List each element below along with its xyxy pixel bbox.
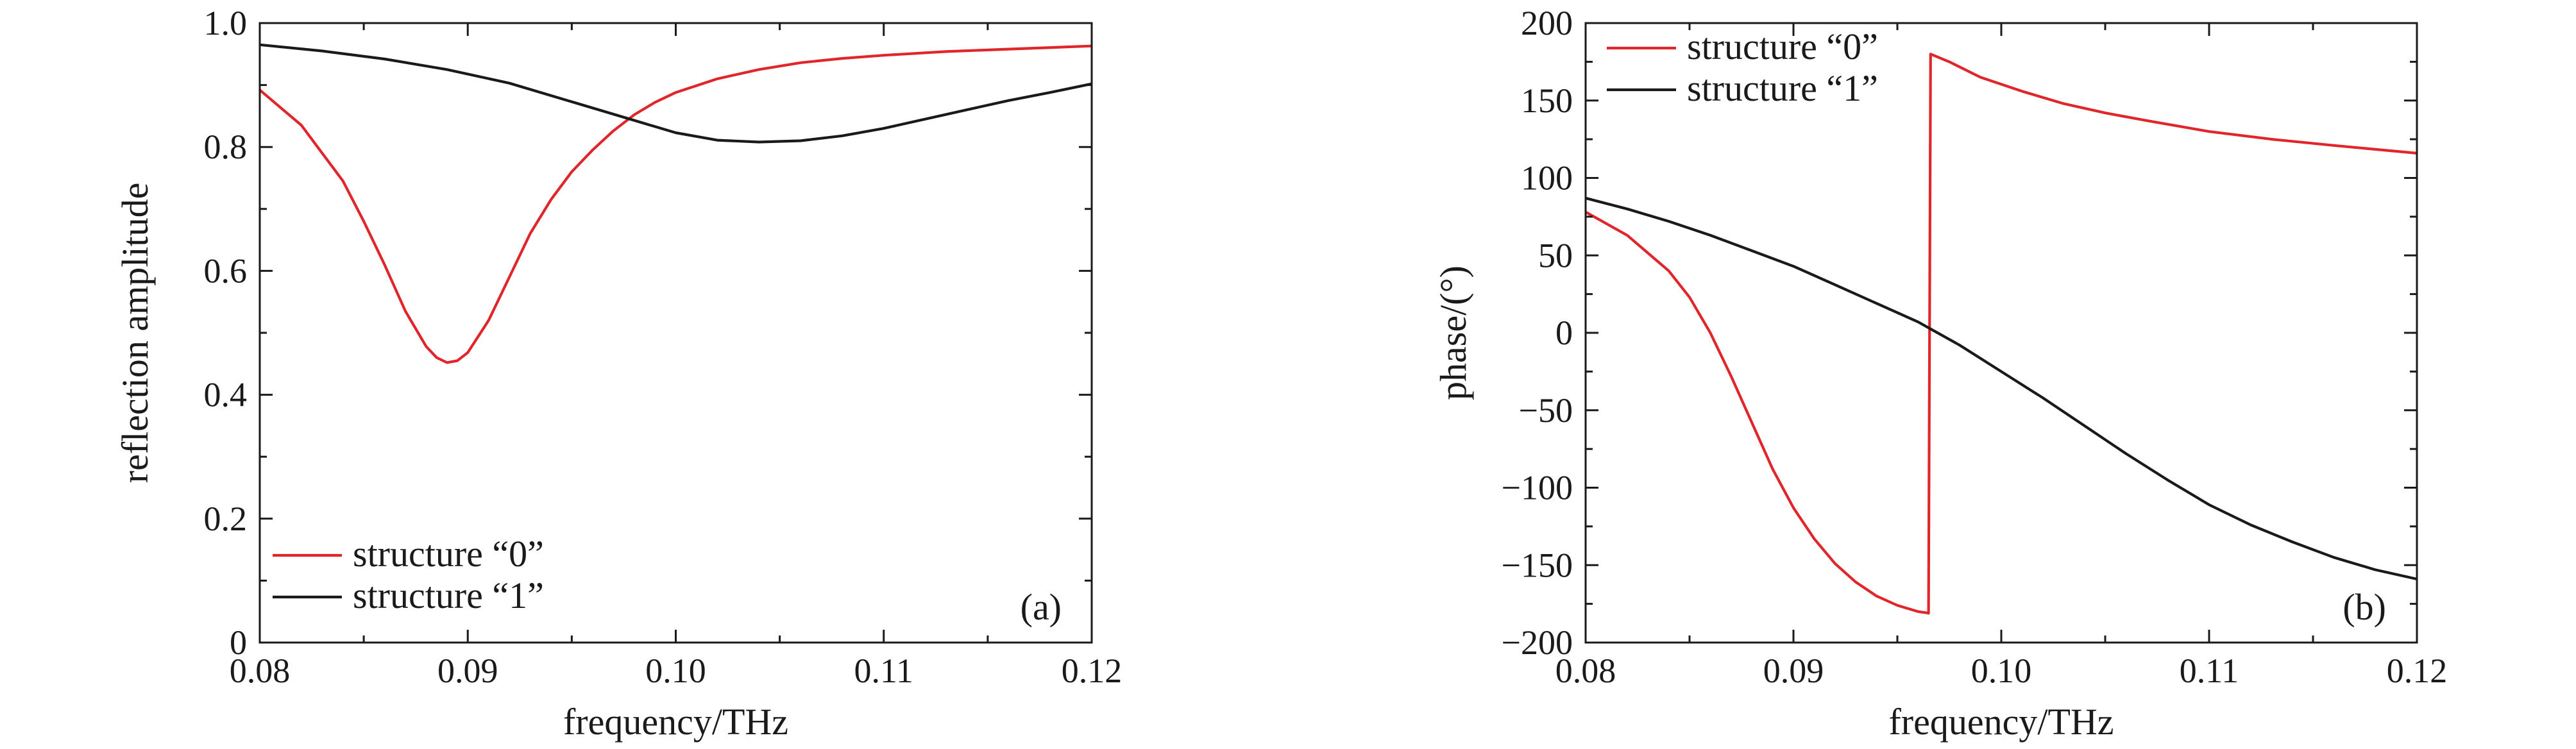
panel-b-series-0-line-seg-0: [1586, 210, 1930, 615]
panel-b-y-tick-label-7: 150: [1521, 81, 1573, 120]
panel-b-series-0-line-seg-1: [1927, 53, 2417, 615]
panel-b-y-axis-title: phase/(°): [1432, 265, 1474, 400]
panel-b-y-tick-label-1: −150: [1502, 546, 1573, 584]
panel-b-y-tick-label-3: −50: [1519, 391, 1573, 430]
panel-b-x-tick-label-4: 0.12: [2387, 652, 2448, 690]
panel-a-x-tick-label-4: 0.12: [1062, 652, 1123, 690]
panel-b-series-group: [1586, 53, 2417, 615]
panel-a-x-tick-label-3: 0.11: [854, 652, 914, 690]
panel-b-label: (b): [2343, 586, 2386, 628]
panel-a-y-tick-label-1: 0.2: [204, 500, 248, 538]
panel-b-y-tick-label-6: 100: [1521, 159, 1573, 198]
panel-b-y-tick-label-0: −200: [1502, 623, 1573, 662]
panel-b-legend-label-1: structure “1”: [1687, 67, 1878, 109]
panel-b: phase/(°) frequency/THz (b) structure “0…: [1432, 4, 2447, 743]
panel-b-legend-label-0: structure “0”: [1687, 26, 1878, 67]
panel-b-x-tick-label-0: 0.08: [1555, 652, 1616, 690]
panel-b-y-tick-label-8: 200: [1521, 4, 1573, 42]
panel-a-y-tick-label-2: 0.4: [204, 376, 248, 414]
panel-b-y-tick-label-2: −100: [1502, 469, 1573, 507]
panel-b-x-tick-label-3: 0.11: [2180, 652, 2239, 690]
panel-a-label: (a): [1021, 586, 1062, 628]
panel-a-series-group: [260, 43, 1092, 364]
panel-a-x-tick-label-0: 0.08: [230, 652, 291, 690]
panel-a-series-1-line: [260, 43, 1092, 144]
panel-a-legend-label-0: structure “0”: [353, 533, 544, 575]
panel-b-x-tick-label-2: 0.10: [1971, 652, 2032, 690]
panel-a-y-tick-label-4: 0.8: [204, 128, 248, 166]
panel-b-y-tick-label-4: 0: [1555, 314, 1573, 352]
panel-a-x-tick-label-1: 0.09: [437, 652, 498, 690]
panel-b-series-1-line: [1586, 196, 2417, 581]
panel-a-x-axis-title: frequency/THz: [563, 701, 788, 743]
panel-b-x-axis-title: frequency/THz: [1888, 701, 2114, 743]
panel-b-y-tick-label-5: 50: [1538, 236, 1573, 274]
panel-a-legend-label-1: structure “1”: [353, 575, 544, 616]
panel-b-x-tick-label-1: 0.09: [1763, 652, 1824, 690]
panel-a: reflection amplitude frequency/THz (a) s…: [114, 4, 1122, 743]
panel-a-y-tick-label-0: 0: [230, 623, 247, 662]
panel-a-y-tick-label-3: 0.6: [204, 251, 248, 290]
panel-a-y-tick-label-5: 1.0: [204, 4, 248, 42]
panel-a-y-axis-title: reflection amplitude: [114, 183, 156, 484]
panel-a-series-0-line: [260, 44, 1092, 364]
panel-a-x-tick-label-2: 0.10: [645, 652, 706, 690]
